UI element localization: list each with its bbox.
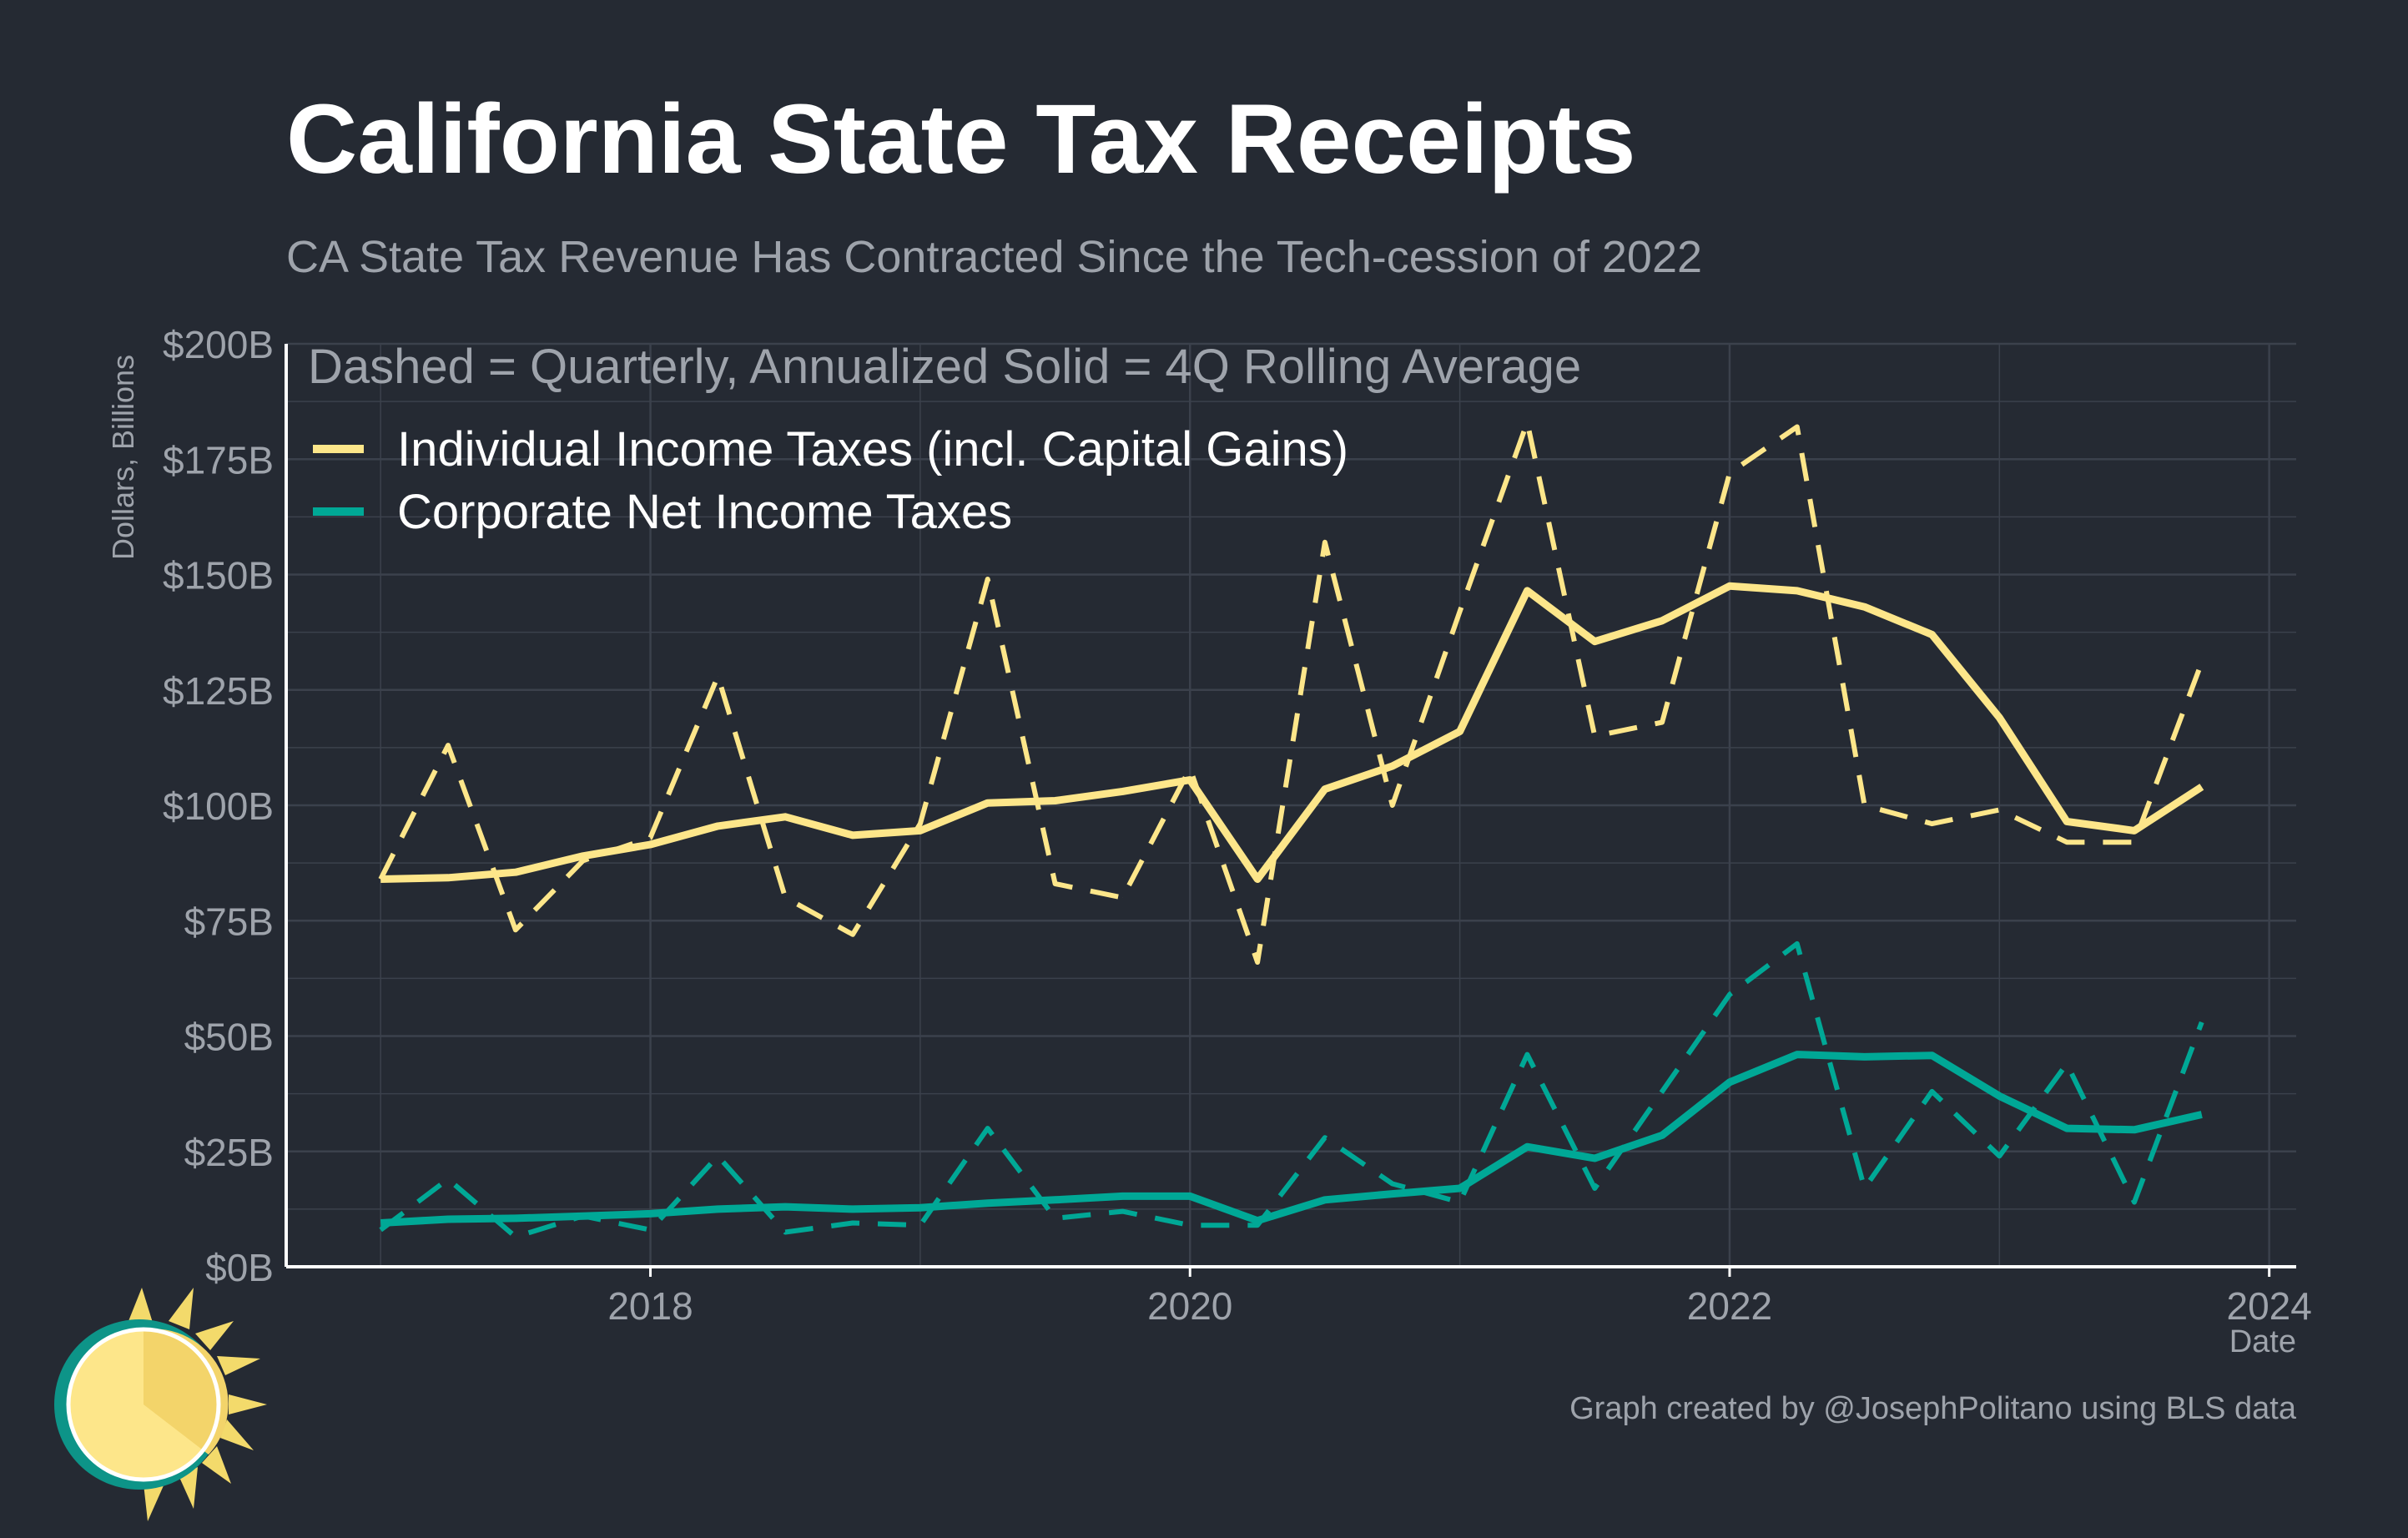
- tick-labels: $0B $25B $50B $75B $100B $125B $150B $175B $200B…: [163, 323, 2312, 1328]
- y-tick-label: $100B: [163, 784, 274, 828]
- legend: Individual Income Taxes (incl. Capital G…: [313, 422, 1348, 539]
- y-tick-label: $25B: [184, 1131, 274, 1174]
- y-tick-label: $200B: [163, 323, 274, 366]
- x-tick-label: 2020: [1147, 1284, 1232, 1328]
- chart-annotation: Dashed = Quarterly, Annualized Solid = 4…: [308, 340, 1581, 394]
- legend-label-corporate: Corporate Net Income Taxes: [397, 485, 1012, 539]
- series-line-corporate-solid: [380, 1051, 2203, 1227]
- chart-caption: Graph created by @JosephPolitano using B…: [1569, 1391, 2297, 1426]
- y-tick-label: $125B: [163, 669, 274, 713]
- legend-label-individual: Individual Income Taxes (incl. Capital G…: [397, 422, 1348, 477]
- series-line-individual-solid: [380, 582, 2204, 883]
- x-tick-label: 2018: [607, 1284, 693, 1328]
- series-line-corporate-dashed: [379, 940, 2204, 1240]
- x-tick-label: 2024: [2226, 1284, 2311, 1328]
- sun-logo-icon: [54, 1288, 267, 1521]
- y-tick-label: $0B: [205, 1246, 274, 1289]
- series-line-individual-dashed: [378, 420, 2204, 965]
- chart-subtitle: CA State Tax Revenue Has Contracted Sinc…: [286, 232, 1702, 282]
- y-tick-label: $175B: [163, 438, 274, 482]
- series-layer: [378, 420, 2204, 1240]
- y-tick-label: $75B: [184, 900, 274, 943]
- x-tick-label: 2022: [1687, 1284, 1772, 1328]
- y-tick-label: $150B: [163, 554, 274, 598]
- y-tick-label: $50B: [184, 1016, 274, 1059]
- x-axis-title: Date: [2229, 1324, 2296, 1359]
- chart-title: California State Tax Receipts: [286, 84, 1636, 194]
- y-axis-title: Dollars, Billions: [106, 355, 140, 560]
- axes: [285, 344, 2296, 1268]
